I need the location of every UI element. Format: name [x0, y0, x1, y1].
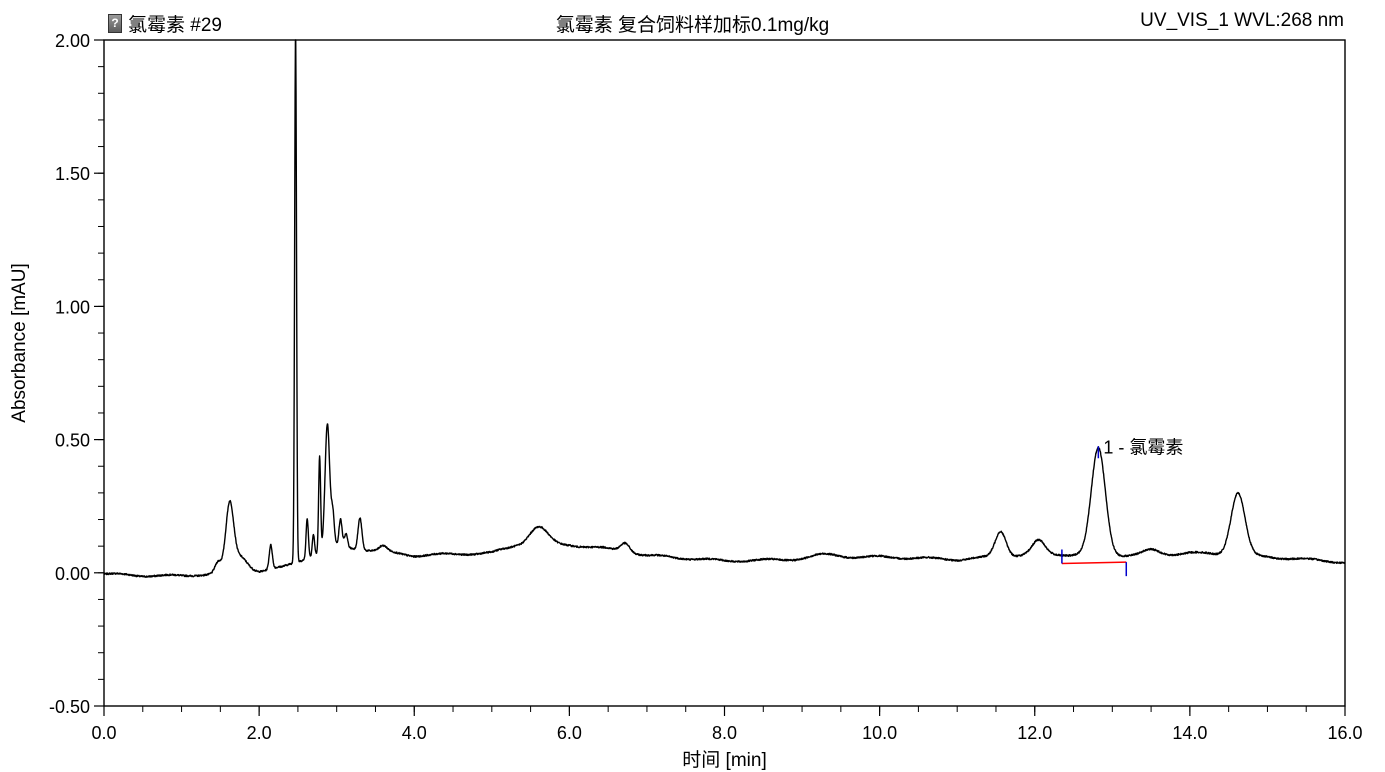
- plot-frame: [103, 39, 1346, 707]
- y-tick-label: 1.50: [55, 164, 90, 184]
- chart-title: 氯霉素 复合饲料样加标0.1mg/kg: [555, 15, 830, 36]
- y-tick-label: 0.00: [55, 564, 90, 584]
- document-icon: ?: [108, 14, 122, 33]
- y-tick-label: 0.50: [55, 431, 90, 451]
- x-tick-label: 10.0: [862, 723, 897, 743]
- peak-baseline: [1061, 561, 1127, 565]
- x-tick-label: 0.0: [91, 723, 116, 743]
- channel-label: UV_VIS_1 WVL:268 nm: [1140, 10, 1344, 31]
- x-tick-label: 14.0: [1172, 723, 1207, 743]
- x-axis-label: 时间 [min]: [682, 749, 766, 771]
- y-tick-label: 1.00: [55, 297, 90, 317]
- y-tick-label: 2.00: [55, 31, 90, 51]
- y-axis-label: Absorbance [mAU]: [9, 263, 30, 422]
- sample-label: 氯霉素 #29: [128, 15, 222, 36]
- x-tick-label: 8.0: [712, 723, 737, 743]
- x-tick-label: 4.0: [402, 723, 427, 743]
- sample-header: ? 氯霉素 #29: [108, 10, 222, 37]
- x-tick-label: 2.0: [247, 723, 272, 743]
- x-axis: 0.0 2.0 4.0 6.0 8.0 10.0 12.0 14.0 16.0: [91, 706, 1363, 743]
- y-tick-label: -0.50: [49, 697, 90, 717]
- chromatogram-trace: [103, 39, 1346, 578]
- x-tick-label: 12.0: [1017, 723, 1052, 743]
- y-axis: -0.50 0.00 0.50 1.00 1.50 2.00: [49, 31, 104, 717]
- x-tick-label: 6.0: [557, 723, 582, 743]
- peak-label: 1 - 氯霉素: [1103, 437, 1183, 457]
- x-tick-label: 16.0: [1327, 723, 1362, 743]
